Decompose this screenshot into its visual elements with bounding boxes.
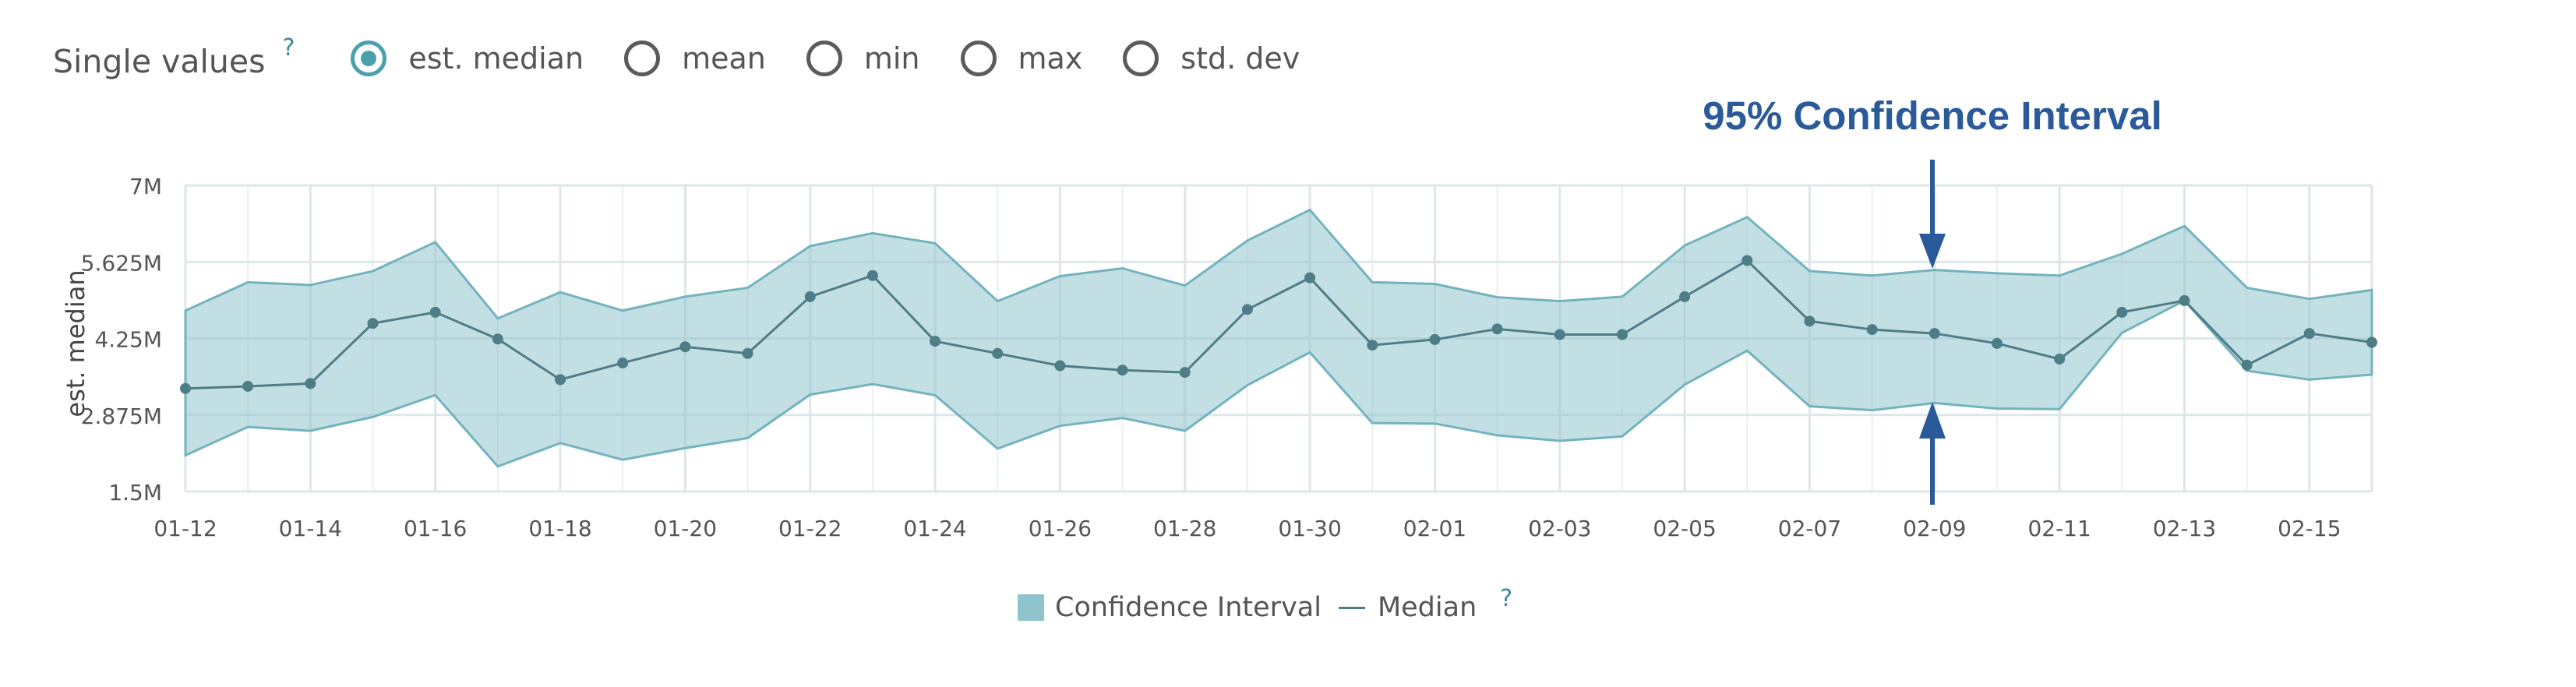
median-point — [2303, 328, 2315, 340]
median-point — [2179, 294, 2190, 306]
legend-item-median[interactable]: Median — [1338, 592, 1477, 623]
median-point — [1241, 304, 1253, 315]
legend-help-icon[interactable]: ? — [1500, 584, 1513, 612]
radio-label: est. median — [408, 41, 584, 76]
radio-unchecked-icon[interactable] — [1123, 41, 1159, 76]
x-tick-label: 01-30 — [1278, 516, 1341, 541]
x-tick-label: 02-01 — [1403, 516, 1466, 541]
median-point — [180, 382, 191, 394]
median-point — [1741, 255, 1753, 266]
legend-line-icon — [1338, 606, 1365, 609]
radio-label: std. dev — [1180, 41, 1300, 76]
median-point — [742, 347, 753, 359]
y-axis-label: est. median — [61, 270, 90, 417]
x-tick-label: 02-03 — [1528, 516, 1591, 541]
median-point — [1179, 367, 1191, 379]
radio-label: mean — [682, 41, 766, 76]
annotation-arrows — [1919, 160, 1946, 505]
radio-option-max[interactable]: max — [960, 41, 1083, 76]
median-point — [305, 378, 316, 389]
median-point — [1491, 323, 1503, 335]
median-point — [242, 380, 254, 392]
median-point — [492, 333, 503, 345]
median-point — [992, 347, 1004, 359]
y-tick-label: 1.5M — [108, 480, 162, 506]
legend-swatch-icon — [1018, 594, 1044, 621]
median-line — [185, 259, 2373, 390]
x-tick-label: 02-13 — [2153, 516, 2216, 541]
median-point — [1679, 291, 1691, 302]
median-point — [2366, 336, 2377, 348]
median-point — [1429, 333, 1441, 345]
median-point — [1866, 324, 1878, 336]
single-values-title: Single values — [53, 43, 266, 80]
single-values-help-icon[interactable]: ? — [282, 33, 295, 62]
median-point — [1616, 329, 1628, 340]
x-tick-label: 02-11 — [2027, 516, 2091, 541]
median-point — [1804, 315, 1816, 327]
x-tick-label: 01-26 — [1029, 516, 1092, 541]
radio-checked-icon[interactable] — [351, 41, 387, 76]
median-points — [180, 255, 2377, 394]
median-point — [617, 357, 629, 368]
legend-label: Median — [1377, 592, 1477, 623]
median-point — [679, 341, 691, 353]
median-point — [930, 336, 941, 347]
median-point — [429, 306, 441, 318]
confidence-interval-annotation: 95% Confidence Interval — [1703, 93, 2162, 138]
median-point — [1117, 365, 1128, 376]
x-tick-label: 01-24 — [903, 516, 966, 541]
median-point — [1554, 329, 1565, 340]
legend-item-confidence-interval[interactable]: Confidence Interval — [1018, 592, 1322, 623]
x-tick-label: 02-07 — [1778, 516, 1841, 541]
x-tick-label: 01-18 — [528, 516, 591, 541]
radio-option-est-median[interactable]: est. median — [351, 41, 584, 76]
x-tick-label: 01-28 — [1153, 516, 1216, 541]
x-tick-label: 01-20 — [654, 516, 717, 541]
median-point — [1054, 360, 1066, 372]
x-tick-label: 02-09 — [1903, 516, 1966, 541]
single-values-control: Single values ? est. median mean min max… — [53, 31, 1340, 86]
x-tick-label: 01-14 — [279, 516, 342, 541]
y-tick-label: 2.875M — [81, 403, 162, 429]
median-point — [2116, 306, 2128, 318]
radio-unchecked-icon[interactable] — [624, 41, 661, 76]
median-point — [866, 270, 878, 281]
median-point — [1367, 340, 1378, 351]
radio-unchecked-icon[interactable] — [806, 41, 842, 76]
radio-option-std-dev[interactable]: std. dev — [1123, 41, 1300, 76]
radio-option-mean[interactable]: mean — [624, 41, 766, 76]
y-tick-label: 7M — [129, 174, 162, 199]
median-point — [1991, 337, 2003, 349]
chart-legend: Confidence Interval Median ? — [1018, 584, 1513, 629]
x-tick-label: 02-05 — [1653, 516, 1716, 541]
x-tick-label: 01-12 — [154, 516, 217, 541]
median-point — [2241, 359, 2253, 371]
confidence-interval-band — [184, 208, 2373, 468]
median-point — [804, 291, 816, 302]
median-point — [1304, 272, 1316, 284]
x-tick-label: 01-16 — [404, 516, 467, 541]
radio-label: max — [1018, 41, 1083, 76]
legend-label: Confidence Interval — [1055, 592, 1322, 623]
x-axis-ticks: 01-12 01-14 01-16 01-18 01-20 01-22 01-24 01-26… — [154, 516, 2341, 541]
arrow-up-head-icon — [1919, 402, 1946, 439]
median-point — [1928, 328, 1940, 340]
x-tick-label: 01-22 — [778, 516, 842, 541]
y-tick-label: 4.25M — [94, 327, 162, 353]
y-tick-label: 5.625M — [81, 250, 162, 276]
median-point — [555, 374, 566, 386]
arrow-down-head-icon — [1919, 234, 1946, 269]
median-point — [2054, 353, 2066, 365]
y-axis-ticks: 1.5M 2.875M 4.25M 5.625M 7M — [81, 174, 162, 506]
radio-label: min — [863, 41, 920, 76]
radio-unchecked-icon[interactable] — [960, 41, 997, 76]
x-tick-label: 02-15 — [2278, 516, 2341, 541]
radio-option-min[interactable]: min — [806, 41, 920, 76]
median-point — [367, 318, 379, 329]
